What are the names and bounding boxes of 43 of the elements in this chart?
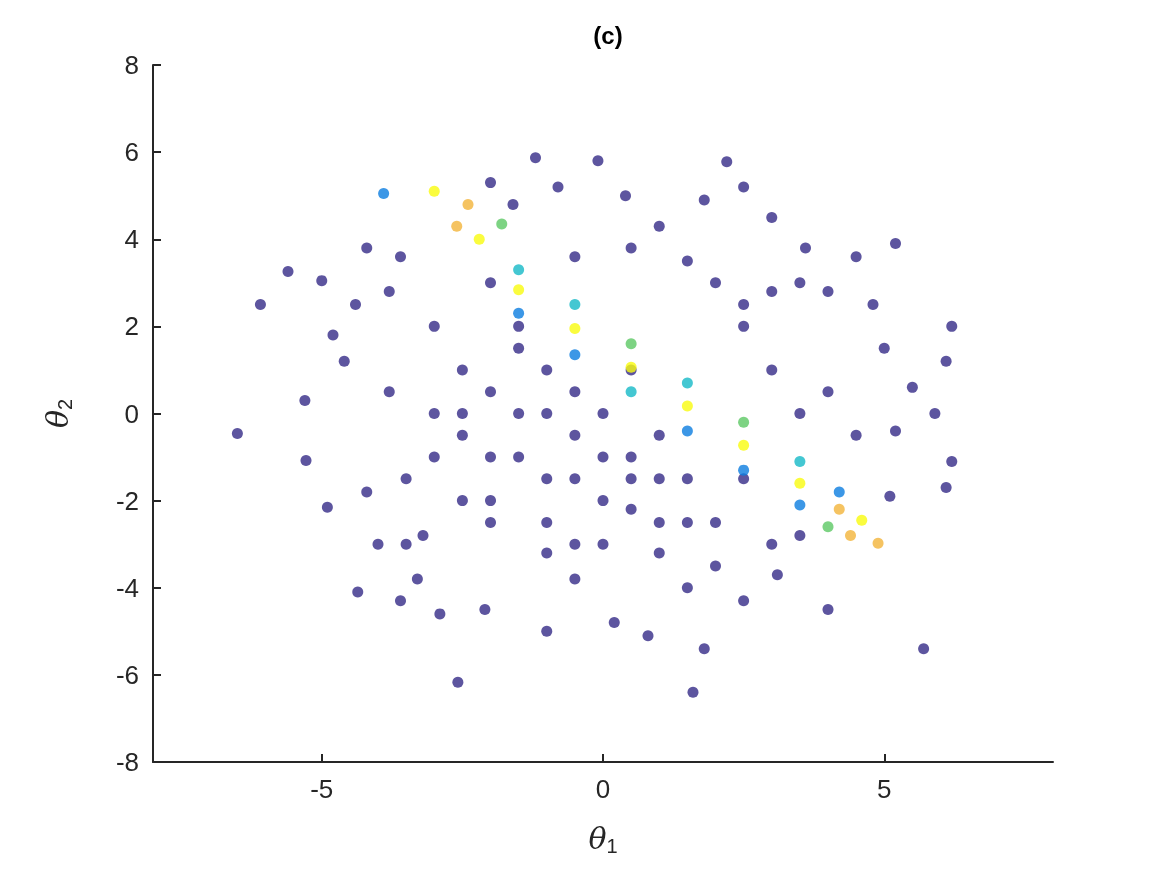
point xyxy=(625,338,637,350)
point xyxy=(738,439,750,451)
chart-title: (c) xyxy=(593,21,623,49)
x-tick-label: 0 xyxy=(595,774,611,804)
y-tick-label: 8 xyxy=(124,50,139,80)
point xyxy=(822,521,834,533)
point xyxy=(681,377,693,389)
y-tick-label: 2 xyxy=(124,311,139,342)
y-axis-title: θ2 xyxy=(39,398,76,429)
point xyxy=(462,198,474,210)
point xyxy=(833,486,845,498)
y-tick-label: -4 xyxy=(115,572,139,603)
y-tick-label: -2 xyxy=(115,485,139,516)
point xyxy=(473,233,485,245)
point xyxy=(856,514,868,526)
point xyxy=(681,425,693,437)
point xyxy=(794,477,806,489)
y-tick-label: 6 xyxy=(124,137,139,168)
point xyxy=(496,218,508,230)
y-tick-label: -8 xyxy=(115,747,139,777)
point xyxy=(794,499,806,511)
point xyxy=(428,185,440,197)
point xyxy=(872,537,884,549)
point xyxy=(513,284,525,296)
y-tick-label: 0 xyxy=(124,398,139,429)
point xyxy=(513,264,525,276)
point xyxy=(738,416,750,428)
point xyxy=(569,323,581,335)
point xyxy=(451,220,463,232)
point xyxy=(378,188,390,200)
point xyxy=(569,299,581,311)
x-tick-label: -5 xyxy=(310,774,334,804)
point xyxy=(794,455,806,467)
point xyxy=(833,503,845,515)
point xyxy=(513,307,525,319)
point xyxy=(738,464,750,476)
point xyxy=(681,400,693,412)
y-tick-label: -6 xyxy=(115,659,139,690)
point xyxy=(625,386,637,398)
y-tick-label: 4 xyxy=(124,224,139,255)
point xyxy=(845,529,856,541)
x-tick-label: 5 xyxy=(877,774,892,804)
point xyxy=(569,349,581,361)
